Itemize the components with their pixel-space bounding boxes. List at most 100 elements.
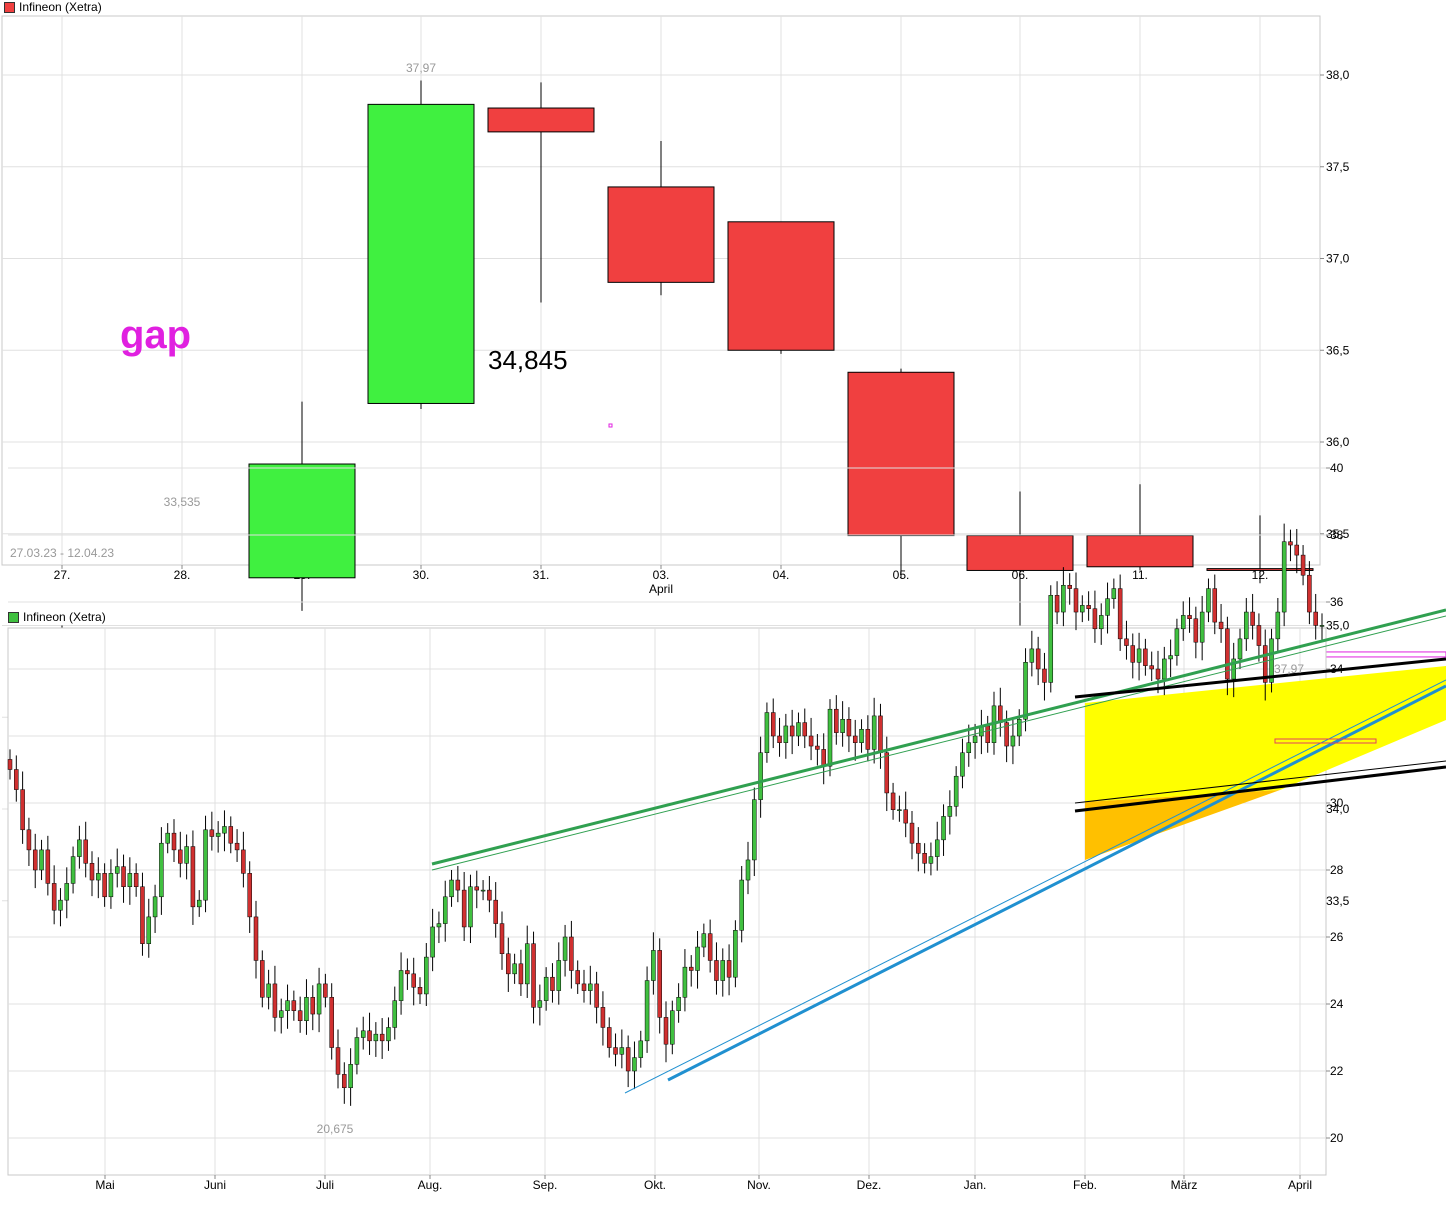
candle-body (1218, 621, 1224, 630)
gap-zone-marker (1274, 738, 1377, 744)
candle-body (39, 849, 44, 871)
bottom-x-tick-label: Okt. (644, 1178, 666, 1192)
candle-body (342, 1074, 347, 1088)
candle-body (442, 896, 448, 924)
candle-body (272, 983, 278, 1018)
candle-body (1256, 625, 1262, 646)
candle-body (1048, 595, 1054, 683)
candle-body (424, 956, 429, 995)
candle-body (1288, 541, 1293, 546)
candle-body (802, 722, 808, 737)
candle-body (83, 839, 88, 864)
candle-body (367, 103, 475, 404)
candle-body (562, 936, 568, 961)
candle-body (1035, 648, 1041, 670)
black-channel-lower-thin (1074, 760, 1446, 804)
candle-body (1130, 645, 1136, 663)
candle-body (417, 987, 423, 995)
candle-body (1212, 588, 1218, 623)
candle-body (1029, 648, 1035, 663)
candle-body (581, 983, 587, 991)
top-y-tick-label: 33,5 (1326, 894, 1350, 908)
candle-body (821, 749, 826, 767)
candle-body (966, 742, 972, 754)
candle-body (335, 1047, 341, 1075)
candle-body (70, 856, 76, 884)
candle-body (20, 789, 25, 831)
candle-body (1275, 611, 1281, 640)
candle-body (953, 775, 959, 807)
candle-body (1098, 615, 1104, 630)
candle-body (121, 866, 126, 888)
candle-body (714, 960, 719, 981)
candle-body (1124, 638, 1129, 646)
candle-body (600, 1007, 606, 1028)
gap-marker-dot (608, 423, 613, 428)
top-y-tick-label: 36,0 (1326, 435, 1350, 449)
candle-body (367, 1030, 372, 1042)
candle-body (1086, 535, 1194, 568)
candle-body (1111, 588, 1117, 599)
candle-body (102, 873, 107, 898)
candle-body (890, 792, 896, 810)
top-x-tick-label: 30. (413, 568, 430, 582)
candle-body (688, 966, 694, 971)
candle-body (531, 943, 536, 1008)
candle-body (625, 1047, 631, 1072)
candle-body (543, 976, 549, 1001)
candle-body (972, 735, 978, 743)
candle-body (248, 463, 356, 579)
candle-body (745, 859, 751, 881)
candle-body (707, 933, 713, 961)
candle-body (1080, 605, 1085, 613)
candle-body (739, 879, 744, 931)
candle-body (638, 1040, 644, 1058)
black-channel-lower (1074, 765, 1446, 813)
candle-body (878, 715, 883, 754)
candle-body (291, 1000, 297, 1011)
candle-body (960, 752, 965, 777)
candle-body (1042, 668, 1047, 683)
top-legend-label: Infineon (Xetra) (19, 0, 102, 14)
bottom-y-tick-label: 24 (1330, 997, 1344, 1011)
candle-body (941, 816, 946, 841)
top-legend: Infineon (Xetra) (4, 0, 102, 14)
candle-body (1262, 645, 1268, 683)
bottom-x-tick-label: März (1171, 1178, 1198, 1192)
candle-body (493, 899, 498, 924)
candle-body (1023, 662, 1028, 720)
candle-body (1225, 628, 1230, 680)
bottom-high-label: 37,97 (1274, 662, 1304, 676)
candle-body (499, 923, 505, 954)
candle-body (108, 873, 114, 898)
candle-body (1073, 588, 1079, 613)
candle-body (215, 832, 221, 837)
candle-body (77, 839, 82, 857)
candle-body (468, 886, 473, 928)
bottom-x-tick-label: Juli (316, 1178, 334, 1192)
candle-body (165, 832, 170, 844)
top-x-tick-label: 28. (174, 568, 191, 582)
bottom-legend: Infineon (Xetra) (8, 610, 106, 624)
candle-body (859, 729, 864, 743)
candle-body (159, 842, 164, 898)
candle-body (663, 1017, 669, 1045)
candle-body (966, 535, 1074, 571)
bottom-x-tick-label: April (1288, 1178, 1312, 1192)
candle-body (228, 826, 234, 844)
candle-body (1149, 665, 1154, 670)
candle-body (783, 725, 789, 743)
candle-body (846, 719, 852, 737)
candle-body (51, 883, 57, 911)
bottom-y-tick-label: 38 (1330, 528, 1344, 542)
candle-body (253, 916, 259, 961)
candle-body (146, 916, 152, 944)
candle-body (316, 983, 322, 1015)
candle-body (348, 1064, 353, 1089)
candle-body (1168, 655, 1173, 660)
candle-body (379, 1033, 385, 1042)
candle-body (1092, 608, 1098, 630)
candle-body (354, 1037, 360, 1065)
candle-body (152, 896, 158, 918)
candle-body (1281, 541, 1287, 613)
